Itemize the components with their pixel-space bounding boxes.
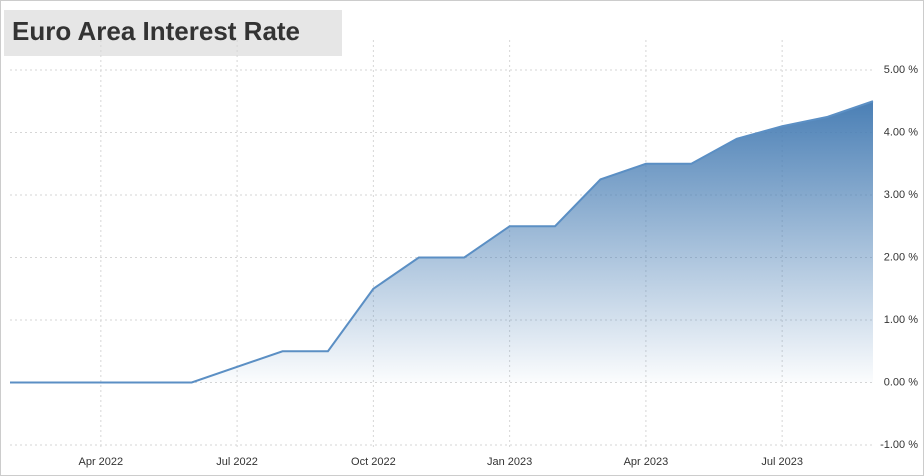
x-tick-label: Jul 2023	[761, 456, 803, 468]
y-tick-label: -1.00 %	[880, 439, 918, 451]
y-tick-label: 3.00 %	[884, 189, 918, 201]
x-tick-label: Oct 2022	[351, 456, 396, 468]
x-tick-label: Apr 2023	[624, 456, 669, 468]
title-box	[4, 10, 342, 56]
y-tick-label: 0.00 %	[884, 376, 918, 388]
x-tick-label: Apr 2022	[79, 456, 124, 468]
x-tick-label: Jul 2022	[216, 456, 258, 468]
y-tick-label: 5.00 %	[884, 64, 918, 76]
y-tick-label: 4.00 %	[884, 126, 918, 138]
chart-title: Euro Area Interest Rate	[12, 16, 300, 46]
y-tick-label: 1.00 %	[884, 314, 918, 326]
x-tick-label: Jan 2023	[487, 456, 532, 468]
area-fill	[10, 101, 873, 383]
y-tick-label: 2.00 %	[884, 251, 918, 263]
area-line	[10, 100, 874, 384]
